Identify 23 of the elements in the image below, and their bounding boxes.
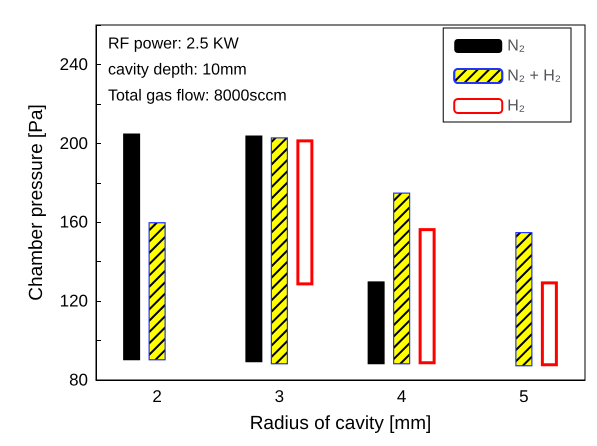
y-tick-label: 160 <box>60 212 88 232</box>
bar <box>368 281 385 364</box>
bar <box>418 228 436 364</box>
annotation: RF power: 2.5 KW <box>108 36 240 52</box>
x-tick-label: 5 <box>519 387 529 406</box>
x-tick-label: 2 <box>152 387 162 406</box>
legend-label: N₂ <box>507 38 525 54</box>
x-tick-label: 4 <box>396 387 406 406</box>
legend-label: H₂ <box>507 98 525 114</box>
x-tick-label: 3 <box>274 387 284 406</box>
bar <box>245 135 262 362</box>
y-tick-label: 200 <box>60 134 88 153</box>
y-tick-label: 240 <box>60 54 88 74</box>
bar <box>296 139 314 286</box>
x-axis-title: Radius of cavity [mm] <box>250 413 432 434</box>
annotation: Total gas flow: 8000sccm <box>108 88 287 104</box>
legend-label: N₂ + H₂ <box>507 68 561 84</box>
bar <box>540 281 558 366</box>
bar <box>123 133 140 360</box>
y-tick-label: 120 <box>60 292 88 311</box>
y-axis-title: Chamber pressure [Pa] <box>26 104 47 301</box>
annotation: cavity depth: 10mm <box>108 62 247 78</box>
y-tick-label: 80 <box>69 370 88 390</box>
